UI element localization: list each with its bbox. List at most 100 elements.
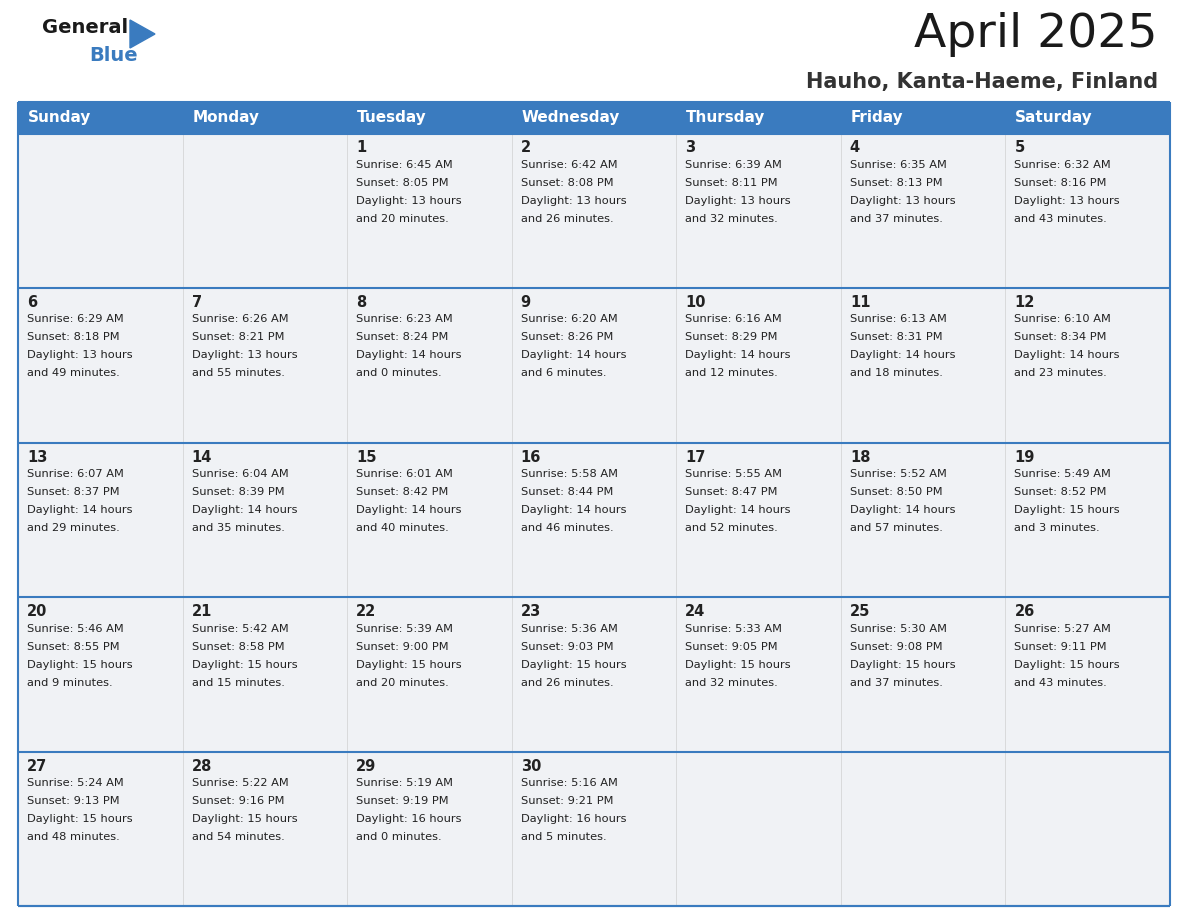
Text: Sunrise: 6:10 AM: Sunrise: 6:10 AM — [1015, 315, 1111, 324]
Text: Sunrise: 5:52 AM: Sunrise: 5:52 AM — [849, 469, 947, 479]
Text: and 26 minutes.: and 26 minutes. — [520, 214, 613, 224]
Bar — [512, 288, 676, 442]
Text: and 20 minutes.: and 20 minutes. — [356, 214, 449, 224]
Text: and 49 minutes.: and 49 minutes. — [27, 368, 120, 378]
Text: Sunset: 8:37 PM: Sunset: 8:37 PM — [27, 487, 120, 497]
Text: Sunset: 8:26 PM: Sunset: 8:26 PM — [520, 332, 613, 342]
Text: 21: 21 — [191, 604, 211, 619]
Text: Daylight: 13 hours: Daylight: 13 hours — [356, 196, 462, 206]
Text: and 37 minutes.: and 37 minutes. — [849, 214, 943, 224]
Text: Sunset: 8:52 PM: Sunset: 8:52 PM — [1015, 487, 1107, 497]
Text: Sunrise: 6:07 AM: Sunrise: 6:07 AM — [27, 469, 124, 479]
Bar — [183, 442, 347, 597]
Text: Sunrise: 6:29 AM: Sunrise: 6:29 AM — [27, 315, 124, 324]
Text: 28: 28 — [191, 758, 211, 774]
Text: and 3 minutes.: and 3 minutes. — [1015, 523, 1100, 533]
Text: Sunset: 8:21 PM: Sunset: 8:21 PM — [191, 332, 284, 342]
Text: Thursday: Thursday — [687, 110, 765, 125]
Text: Daylight: 14 hours: Daylight: 14 hours — [191, 505, 297, 515]
Bar — [18, 102, 183, 133]
Text: 13: 13 — [27, 450, 48, 465]
Text: General: General — [42, 18, 128, 37]
Text: and 32 minutes.: and 32 minutes. — [685, 214, 778, 224]
Text: 3: 3 — [685, 140, 695, 155]
Text: 27: 27 — [27, 758, 48, 774]
Text: Sunday: Sunday — [27, 110, 91, 125]
Text: Sunrise: 5:33 AM: Sunrise: 5:33 AM — [685, 623, 782, 633]
Text: and 26 minutes.: and 26 minutes. — [520, 677, 613, 688]
Text: Daylight: 15 hours: Daylight: 15 hours — [191, 659, 297, 669]
Bar — [1005, 597, 1170, 752]
Text: Sunset: 8:05 PM: Sunset: 8:05 PM — [356, 178, 449, 188]
Text: Sunrise: 6:13 AM: Sunrise: 6:13 AM — [849, 315, 947, 324]
Text: Sunrise: 5:24 AM: Sunrise: 5:24 AM — [27, 778, 124, 788]
Text: Sunrise: 5:55 AM: Sunrise: 5:55 AM — [685, 469, 782, 479]
Text: Sunrise: 6:23 AM: Sunrise: 6:23 AM — [356, 315, 453, 324]
Bar — [347, 597, 512, 752]
Text: Sunrise: 6:16 AM: Sunrise: 6:16 AM — [685, 315, 782, 324]
Bar — [512, 752, 676, 906]
Text: Sunrise: 5:39 AM: Sunrise: 5:39 AM — [356, 623, 453, 633]
Text: 2: 2 — [520, 140, 531, 155]
Text: Sunrise: 6:20 AM: Sunrise: 6:20 AM — [520, 315, 618, 324]
Text: and 9 minutes.: and 9 minutes. — [27, 677, 113, 688]
Text: Sunrise: 6:35 AM: Sunrise: 6:35 AM — [849, 160, 947, 170]
Text: Daylight: 13 hours: Daylight: 13 hours — [849, 196, 955, 206]
Text: Sunset: 8:24 PM: Sunset: 8:24 PM — [356, 332, 449, 342]
Text: Sunset: 8:39 PM: Sunset: 8:39 PM — [191, 487, 284, 497]
Text: and 43 minutes.: and 43 minutes. — [1015, 214, 1107, 224]
Text: Sunset: 9:16 PM: Sunset: 9:16 PM — [191, 796, 284, 806]
Text: Daylight: 13 hours: Daylight: 13 hours — [1015, 196, 1120, 206]
Text: Sunset: 9:19 PM: Sunset: 9:19 PM — [356, 796, 449, 806]
Text: 30: 30 — [520, 758, 541, 774]
Text: 24: 24 — [685, 604, 706, 619]
Bar — [18, 752, 183, 906]
Text: 4: 4 — [849, 140, 860, 155]
Bar — [347, 752, 512, 906]
Text: 12: 12 — [1015, 295, 1035, 310]
Bar — [18, 133, 183, 288]
Bar — [512, 442, 676, 597]
Bar — [347, 133, 512, 288]
Text: Blue: Blue — [89, 46, 138, 65]
Text: Sunset: 8:29 PM: Sunset: 8:29 PM — [685, 332, 778, 342]
Text: 6: 6 — [27, 295, 37, 310]
Bar — [18, 288, 183, 442]
Bar — [1005, 288, 1170, 442]
Text: 26: 26 — [1015, 604, 1035, 619]
Text: Daylight: 15 hours: Daylight: 15 hours — [356, 659, 462, 669]
Text: Daylight: 13 hours: Daylight: 13 hours — [191, 351, 297, 361]
Text: and 52 minutes.: and 52 minutes. — [685, 523, 778, 533]
Text: Sunset: 8:58 PM: Sunset: 8:58 PM — [191, 642, 284, 652]
Text: and 0 minutes.: and 0 minutes. — [356, 368, 442, 378]
Text: and 54 minutes.: and 54 minutes. — [191, 832, 284, 842]
Text: Hauho, Kanta-Haeme, Finland: Hauho, Kanta-Haeme, Finland — [805, 72, 1158, 92]
Bar — [676, 597, 841, 752]
Text: 16: 16 — [520, 450, 541, 465]
Bar — [183, 288, 347, 442]
Text: 20: 20 — [27, 604, 48, 619]
Bar — [841, 133, 1005, 288]
Text: Sunrise: 6:26 AM: Sunrise: 6:26 AM — [191, 315, 289, 324]
Text: Daylight: 14 hours: Daylight: 14 hours — [685, 505, 791, 515]
Bar — [18, 442, 183, 597]
Text: Tuesday: Tuesday — [358, 110, 426, 125]
Text: Sunset: 8:44 PM: Sunset: 8:44 PM — [520, 487, 613, 497]
Bar — [841, 288, 1005, 442]
Text: Sunset: 9:05 PM: Sunset: 9:05 PM — [685, 642, 778, 652]
Text: Sunset: 9:08 PM: Sunset: 9:08 PM — [849, 642, 942, 652]
Text: Daylight: 14 hours: Daylight: 14 hours — [356, 351, 462, 361]
Text: Sunrise: 5:22 AM: Sunrise: 5:22 AM — [191, 778, 289, 788]
Text: and 48 minutes.: and 48 minutes. — [27, 832, 120, 842]
Text: Sunrise: 5:58 AM: Sunrise: 5:58 AM — [520, 469, 618, 479]
Text: Sunset: 8:16 PM: Sunset: 8:16 PM — [1015, 178, 1107, 188]
Text: Sunset: 9:03 PM: Sunset: 9:03 PM — [520, 642, 613, 652]
Text: Sunset: 8:18 PM: Sunset: 8:18 PM — [27, 332, 120, 342]
Text: and 12 minutes.: and 12 minutes. — [685, 368, 778, 378]
Text: Sunrise: 6:01 AM: Sunrise: 6:01 AM — [356, 469, 453, 479]
Text: and 18 minutes.: and 18 minutes. — [849, 368, 943, 378]
Text: 15: 15 — [356, 450, 377, 465]
Text: and 43 minutes.: and 43 minutes. — [1015, 677, 1107, 688]
Text: Sunrise: 6:04 AM: Sunrise: 6:04 AM — [191, 469, 289, 479]
Text: Sunset: 8:34 PM: Sunset: 8:34 PM — [1015, 332, 1107, 342]
